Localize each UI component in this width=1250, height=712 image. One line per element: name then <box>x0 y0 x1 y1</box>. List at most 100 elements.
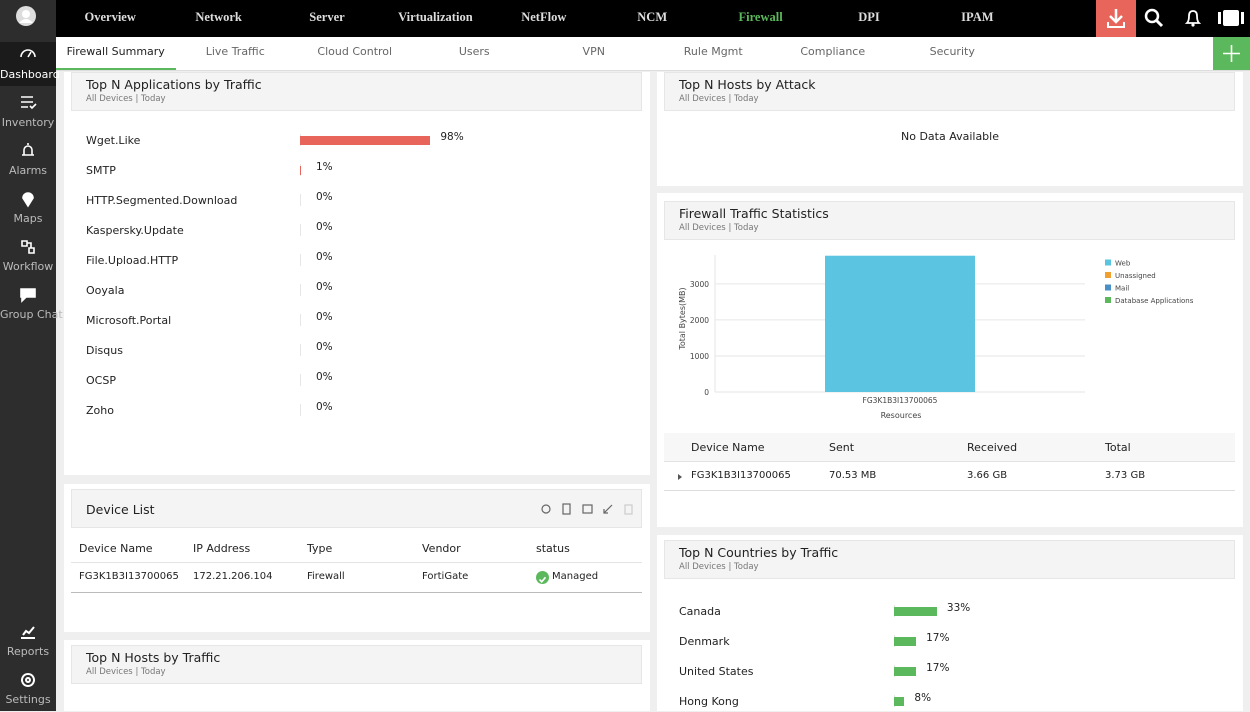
sidebar-item[interactable]: Dashboard <box>0 42 60 86</box>
table-cell: FG3K1B3I13700065 <box>79 571 179 582</box>
sidebar-label: Inventory <box>1 116 55 129</box>
sidebar-label: Workflow <box>2 260 54 273</box>
tab[interactable]: Firewall Summary <box>56 37 176 70</box>
tab[interactable]: Compliance <box>800 45 866 58</box>
nav-item[interactable]: DPI <box>858 10 880 24</box>
traffic-chart: 0 1000 2000 3000 FG3K1B3I13700065 Resources To… <box>678 255 1194 420</box>
bar <box>894 607 937 616</box>
traffic-stats-panel: Firewall Traffic Statistics All Devices … <box>657 193 1243 527</box>
sidebar-item[interactable]: Workflow <box>0 234 56 278</box>
column-header: Received <box>967 441 1018 454</box>
column-header: status <box>536 542 570 555</box>
bar-axis <box>300 344 301 356</box>
tab[interactable]: Cloud Control <box>317 45 393 58</box>
nav-item[interactable]: IPAM <box>961 10 994 24</box>
expand-arrow[interactable] <box>676 472 684 482</box>
sidebar-item[interactable]: Alarms <box>0 138 56 182</box>
sidebar-icon <box>22 143 34 156</box>
value-label: 8% <box>914 692 932 704</box>
sidebar-item[interactable]: Group Chat <box>0 282 63 326</box>
legend-swatch <box>1105 284 1111 291</box>
row-label: Microsoft.Portal <box>86 314 172 327</box>
value-label: 17% <box>926 662 950 674</box>
table-cell: 3.73 GB <box>1105 470 1146 481</box>
value-label: 17% <box>926 632 950 644</box>
toolbar-icons[interactable] <box>540 503 635 515</box>
bar-axis <box>300 314 301 326</box>
value-label: 0% <box>316 221 333 233</box>
y-tick-label: 2000 <box>690 316 709 325</box>
sidebar-item[interactable]: Settings <box>0 668 56 712</box>
legend-swatch <box>1105 272 1111 278</box>
panel-header: Firewall Traffic Statistics All Devices … <box>664 201 1235 240</box>
nav-item[interactable]: Network <box>195 10 242 24</box>
value-label: 98% <box>440 131 464 143</box>
sub-tabs: Firewall Summary Live Traffic Cloud Contro… <box>56 37 1250 71</box>
download-button[interactable] <box>1096 0 1136 37</box>
panel-title: Device List <box>86 502 155 517</box>
panel-header: Device List <box>71 489 642 528</box>
top-nav: Overview Network Server Virtualization NetFl… <box>56 0 1250 37</box>
add-button[interactable] <box>1213 37 1250 70</box>
nav-item[interactable]: NCM <box>637 10 668 24</box>
nav-item[interactable]: NetFlow <box>521 10 567 24</box>
panel-header: Top N Countries by Traffic All Devices |… <box>664 540 1235 579</box>
tab[interactable]: Rule Mgmt <box>683 45 743 58</box>
y-tick-label: 0 <box>704 388 709 397</box>
empty-message: No Data Available <box>900 130 999 143</box>
panel-subtitle: All Devices | Today <box>679 223 759 233</box>
nav-item[interactable]: Server <box>309 10 345 24</box>
bar-axis <box>300 374 301 386</box>
row-label: File.Upload.HTTP <box>86 254 179 267</box>
bell-icon[interactable] <box>1183 8 1203 28</box>
panel-header: Top N Hosts by Attack All Devices | Toda… <box>664 72 1235 111</box>
legend-swatch <box>1105 297 1111 303</box>
row-label: HTTP.Segmented.Download <box>86 194 238 207</box>
column-header: Type <box>307 542 333 555</box>
legend-label: Web <box>1115 260 1131 268</box>
sidebar-item[interactable]: Inventory <box>0 90 56 134</box>
table-cell: FG3K1B3I13700065 <box>691 470 791 481</box>
bar-axis <box>300 404 301 416</box>
tab[interactable]: Users <box>458 45 490 58</box>
nav-item[interactable]: Virtualization <box>398 10 473 24</box>
y-tick-label: 3000 <box>690 280 709 289</box>
table-cell: 3.66 GB <box>967 470 1008 481</box>
panel-title: Top N Countries by Traffic <box>679 545 839 560</box>
value-label: 0% <box>316 281 333 293</box>
nav-item[interactable]: Firewall <box>738 10 783 24</box>
sidebar-item[interactable]: Maps <box>0 186 56 230</box>
bar-axis <box>300 224 301 236</box>
column-header: Device Name <box>79 542 153 555</box>
table-cell: 172.21.206.104 <box>193 571 273 582</box>
row-label: United States <box>679 665 754 678</box>
x-axis-label: Resources <box>881 411 922 420</box>
table-cell: Managed <box>552 571 599 582</box>
value-label: 0% <box>316 371 333 383</box>
row-label: Ooyala <box>86 284 125 297</box>
tab[interactable]: VPN <box>582 45 605 58</box>
sidebar-icon <box>21 626 35 639</box>
sidebar-item[interactable]: Reports <box>0 620 56 664</box>
sidebar-icon <box>20 49 36 58</box>
hosts-attack-panel: Top N Hosts by Attack All Devices | Toda… <box>657 72 1243 186</box>
sidebar-label: Group Chat <box>0 308 63 321</box>
device-icon[interactable] <box>1218 10 1244 26</box>
bar <box>894 697 905 706</box>
row-label: Hong Kong <box>679 695 739 708</box>
panel-subtitle: All Devices | Today <box>86 94 166 104</box>
tab[interactable]: Security <box>929 45 975 58</box>
panel-title: Firewall Traffic Statistics <box>679 206 829 221</box>
panel-subtitle: All Devices | Today <box>679 94 759 104</box>
search-icon[interactable] <box>1144 8 1164 28</box>
sidebar-icon <box>22 192 34 208</box>
nav-item[interactable]: Overview <box>84 10 136 24</box>
row-label: Kaspersky.Update <box>86 224 184 237</box>
tab[interactable]: Live Traffic <box>205 45 265 58</box>
sidebar-label: Dashboard <box>0 68 60 81</box>
apps-panel: Top N Applications by Traffic All Device… <box>64 72 650 475</box>
column-header: Sent <box>829 441 855 454</box>
row-label: Wget.Like <box>86 134 141 147</box>
table-header <box>71 535 642 563</box>
